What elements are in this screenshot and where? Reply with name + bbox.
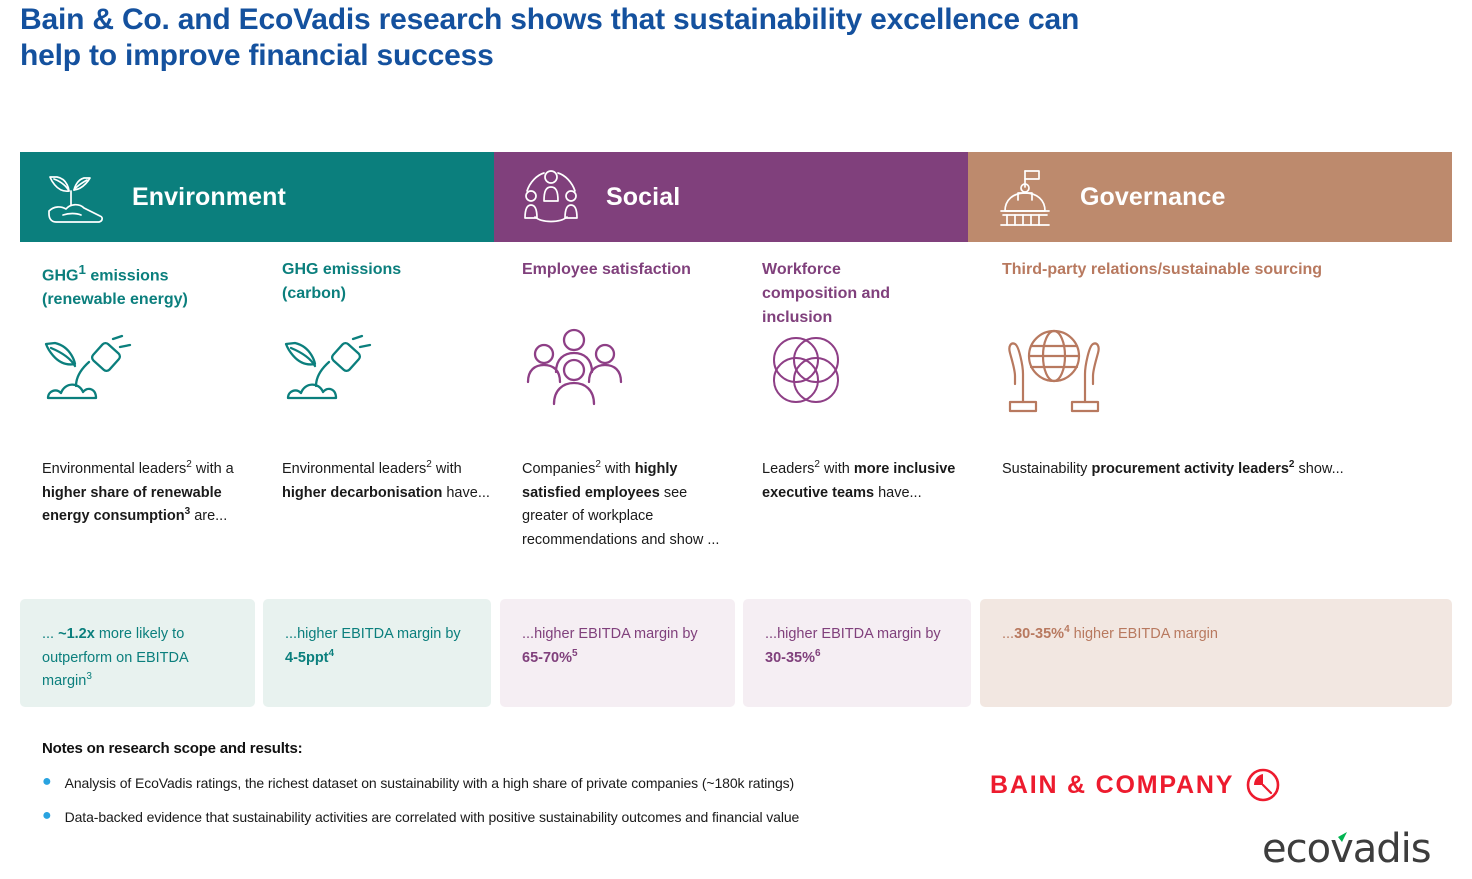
- column-body: Companies2 with highly satisfied employe…: [522, 459, 720, 548]
- column-heading: Employee satisfaction: [522, 261, 691, 278]
- result-box-third-party-relations: ...30-35%4 higher EBITDA margin: [980, 599, 1452, 707]
- column-heading: GHG1 emissions (renewable energy): [42, 262, 188, 309]
- page-title: Bain & Co. and EcoVadis research shows t…: [20, 3, 1080, 72]
- result-box-employee-satisfaction: ...higher EBITDA margin by 65-70%5: [500, 599, 735, 707]
- bain-circle-mark-icon: [1246, 768, 1280, 802]
- column-heading: Workforce composition and inclusion: [762, 261, 890, 326]
- bain-company-logo: BAIN & COMPANY: [990, 768, 1280, 802]
- column-body: Environmental leaders2 with a higher sha…: [42, 459, 234, 524]
- column-heading: GHG emissions (carbon): [282, 261, 402, 302]
- pillar-header-governance: Governance: [968, 152, 1452, 242]
- note-text: Data-backed evidence that sustainability…: [64, 809, 800, 825]
- pillar-header-environment: Environment: [20, 152, 494, 242]
- capitol-dome-icon: [994, 167, 1056, 227]
- result-box-ghg-carbon: ...higher EBITDA margin by 4-5ppt4: [263, 599, 491, 707]
- column-body: Sustainability procurement activity lead…: [1002, 459, 1344, 477]
- interlocking-circles-icon: [762, 330, 852, 423]
- content-columns: GHG1 emissions (renewable energy) Environ…: [20, 258, 1452, 588]
- bullet-icon: ●: [42, 773, 52, 790]
- note-item: ● Analysis of EcoVadis ratings, the rich…: [42, 773, 942, 792]
- pillar-header-band: Environment Social: [20, 152, 1452, 242]
- hands-globe-icon: [1002, 324, 1112, 421]
- bullet-icon: ●: [42, 807, 52, 824]
- result-box-ghg-renewable: ... ~1.2x more likely to outperform on E…: [20, 599, 255, 707]
- pillar-label-social: Social: [606, 182, 681, 211]
- plant-in-hand-icon: [46, 167, 108, 227]
- note-text: Analysis of EcoVadis ratings, the riches…: [64, 775, 795, 791]
- sprout-plug-icon: [282, 330, 382, 423]
- pillar-header-social: Social: [494, 152, 968, 242]
- note-item: ● Data-backed evidence that sustainabili…: [42, 807, 942, 826]
- pillar-label-governance: Governance: [1080, 182, 1226, 211]
- pillar-label-environment: Environment: [132, 182, 286, 211]
- column-heading: Third-party relations/sustainable sourci…: [1002, 261, 1323, 278]
- result-boxes: ... ~1.2x more likely to outperform on E…: [20, 599, 1452, 707]
- ecovadis-logo: ecovadis: [1262, 826, 1442, 872]
- result-box-workforce-composition: ...higher EBITDA margin by 30-35%6: [743, 599, 971, 707]
- notes-title: Notes on research scope and results:: [42, 740, 303, 757]
- column-body: Leaders2 with more inclusive executive t…: [762, 459, 956, 501]
- column-body: Environmental leaders2 with higher decar…: [282, 459, 490, 501]
- people-circle-icon: [520, 167, 582, 227]
- notes-section: Notes on research scope and results: ● A…: [42, 740, 942, 825]
- bain-wordmark: BAIN & COMPANY: [990, 770, 1235, 799]
- people-group-icon: [522, 326, 632, 419]
- sprout-plug-icon: [42, 330, 142, 423]
- svg-text:ecovadis: ecovadis: [1262, 826, 1431, 872]
